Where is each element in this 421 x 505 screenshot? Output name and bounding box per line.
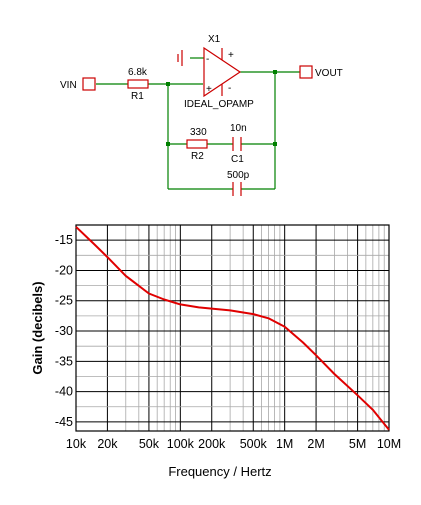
vin-terminal [82, 77, 96, 91]
r1-value-label: 6.8k [128, 67, 148, 78]
junction-dots [166, 70, 277, 146]
c1-ref-label: C1 [231, 154, 244, 165]
tick-labels: 10k 20k 50k 100k 200k 500k 1M 2M 5M 10M -15 -20 -25 -… [55, 233, 401, 451]
y-tick-label: -35 [55, 354, 73, 368]
x-axis-title: Frequency / Hertz [168, 464, 271, 479]
x-tick-label: 200k [198, 437, 226, 451]
opamp-ref-label: X1 [208, 34, 221, 45]
y-tick-label: -40 [55, 385, 73, 399]
c2-capacitor [232, 182, 242, 196]
x-tick-label: 500k [240, 437, 268, 451]
y-axis-title: Gain (decibels) [30, 281, 45, 374]
series-layer [75, 226, 390, 431]
components [82, 46, 313, 196]
vin-label: VIN [60, 80, 77, 91]
c1-value-label: 10n [230, 123, 247, 134]
r1-ref-label: R1 [131, 91, 144, 102]
junction-dot [273, 142, 277, 146]
x-tick-label: 2M [307, 437, 324, 451]
junction-dot [166, 82, 170, 86]
y-tick-label: -45 [55, 415, 73, 429]
wires [96, 57, 300, 190]
x-tick-label: 100k [167, 437, 195, 451]
c2-value-label: 500p [227, 170, 250, 181]
c1-capacitor [232, 137, 242, 151]
r2-resistor [186, 139, 208, 149]
junction-dot [166, 142, 170, 146]
grid [76, 224, 389, 431]
vout-label: VOUT [315, 68, 343, 79]
opamp-plus-top: + [228, 50, 234, 61]
r2-ref-label: R2 [191, 151, 204, 162]
gain-curve [75, 226, 390, 431]
r2-value-label: 330 [190, 127, 207, 138]
r1-resistor [127, 79, 149, 89]
x-tick-label: 5M [349, 437, 366, 451]
junction-dot [273, 70, 277, 74]
x-tick-label: 50k [139, 437, 160, 451]
vout-terminal [299, 65, 313, 79]
plot-frame [75, 224, 390, 432]
y-tick-label: -25 [55, 294, 73, 308]
x-tick-label: 20k [97, 437, 118, 451]
x-tick-label: 1M [276, 437, 293, 451]
y-tick-label: -30 [55, 324, 73, 338]
ground-symbol [177, 50, 183, 66]
x-tick-label: 10M [377, 437, 401, 451]
opamp-minus-bottom: - [228, 83, 231, 94]
opamp-plus-bottom: + [206, 84, 212, 95]
y-tick-label: -20 [55, 263, 73, 277]
opamp-model-label: IDEAL_OPAMP [184, 99, 254, 110]
y-tick-label: -15 [55, 233, 73, 247]
x-tick-label: 10k [66, 437, 87, 451]
gain-plot: 10k 20k 50k 100k 200k 500k 1M 2M 5M 10M -15 -20 -25 -… [30, 224, 401, 479]
opamp-minus-top: - [206, 54, 209, 65]
filter-schematic: VIN VOUT X1 IDEAL_OPAMP + - + - 6.8k R1 … [60, 34, 343, 196]
